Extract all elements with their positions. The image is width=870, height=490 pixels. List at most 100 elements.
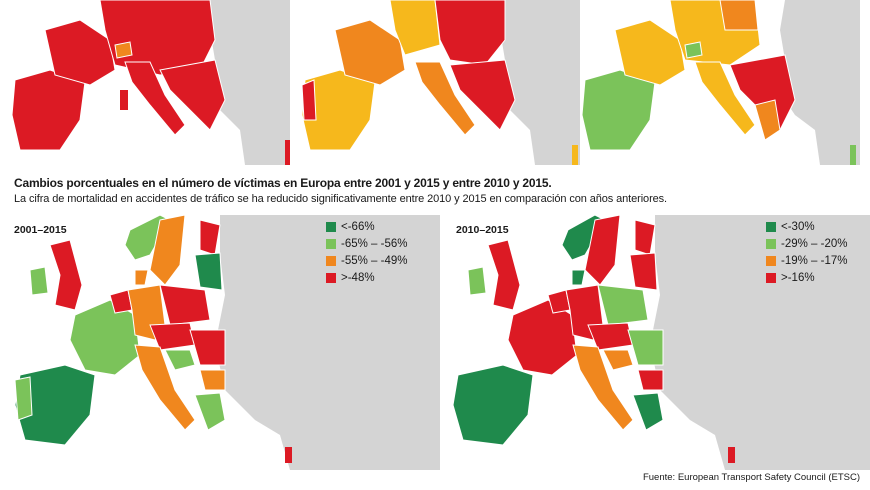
balkans: [449, 59, 516, 131]
france: [507, 299, 578, 376]
france: [334, 19, 406, 86]
france: [69, 299, 141, 376]
legend-item: -55% – -49%: [326, 252, 407, 269]
caption-title: Cambios porcentuales en el número de víc…: [14, 176, 552, 190]
legend-swatch: [766, 272, 776, 283]
legend-swatch: [326, 255, 336, 266]
finland: [199, 219, 221, 256]
map-2001-label: 2001–2015: [14, 224, 67, 236]
baltics: [194, 252, 223, 291]
legend-item: <-30%: [766, 218, 847, 235]
legend-label: -19% – -17%: [781, 254, 848, 267]
top-map-1-svg: [11, 0, 290, 165]
crete: [572, 145, 578, 165]
sardinia: [120, 90, 128, 110]
map-2010-label: 2010–2015: [456, 224, 509, 236]
legend-label: -65% – -56%: [341, 237, 408, 250]
finland: [634, 219, 656, 256]
map-2010-svg: [452, 215, 870, 470]
czech-austria: [587, 322, 634, 351]
crete: [850, 145, 856, 165]
baltics: [629, 252, 658, 291]
italy: [414, 61, 476, 136]
portugal: [301, 79, 317, 121]
map-2001-2015: [10, 215, 440, 470]
czech-austria: [149, 322, 196, 351]
italy: [124, 61, 186, 136]
france: [614, 19, 686, 86]
slovenia-croatia: [602, 349, 634, 371]
eastern-europe-nondata: [215, 215, 440, 470]
denmark: [571, 269, 586, 286]
eastern-europe-nondata: [780, 0, 860, 165]
top-map-2: [300, 0, 580, 165]
great-britain: [487, 239, 521, 311]
legend-item: -19% – -17%: [766, 252, 847, 269]
hungary-romania: [627, 329, 664, 366]
legend-label: -55% – -49%: [341, 254, 408, 267]
top-map-2-svg: [301, 0, 580, 165]
eastern-europe-nondata: [210, 0, 290, 165]
top-map-3: [580, 0, 860, 165]
legend-item: -65% – -56%: [326, 235, 407, 252]
hungary-romania: [189, 329, 226, 366]
legend-label: <-66%: [341, 220, 375, 233]
top-map-3-svg: [581, 0, 860, 165]
legend-item: >-48%: [326, 269, 407, 286]
poland: [719, 0, 759, 31]
legend-label: <-30%: [781, 220, 815, 233]
iberia: [581, 69, 656, 151]
central-west: [389, 0, 441, 56]
portugal: [14, 376, 33, 421]
bulgaria: [199, 369, 226, 391]
poland: [597, 284, 649, 326]
legend-swatch: [326, 272, 336, 283]
iberia: [11, 69, 86, 151]
central-east: [434, 0, 506, 66]
denmark: [134, 269, 149, 286]
map-2001-svg: [14, 215, 440, 470]
legend-item: <-66%: [326, 218, 407, 235]
france: [44, 19, 116, 86]
top-map-1: [10, 0, 290, 165]
legend-item: >-16%: [766, 269, 847, 286]
legend-swatch: [326, 221, 336, 232]
crete: [285, 140, 290, 165]
legend-2001: <-66% -65% – -56% -55% – -49% >-48%: [326, 218, 407, 286]
italy: [694, 61, 756, 136]
greece: [194, 392, 226, 431]
great-britain: [49, 239, 83, 311]
bulgaria: [637, 369, 664, 391]
eastern-europe-nondata: [500, 0, 580, 165]
greece: [632, 392, 664, 431]
legend-label: >-16%: [781, 271, 815, 284]
legend-item: -29% – -20%: [766, 235, 847, 252]
crete: [728, 447, 735, 463]
italy: [572, 344, 634, 431]
ireland: [29, 266, 49, 296]
greece: [754, 99, 781, 141]
map-2010-2015: [450, 215, 870, 470]
legend-swatch: [766, 221, 776, 232]
legend-swatch: [326, 238, 336, 249]
legend-swatch: [766, 255, 776, 266]
poland: [159, 284, 211, 326]
legend-label: -29% – -20%: [781, 237, 848, 250]
balkans: [159, 59, 226, 131]
iberia: [452, 364, 534, 446]
source-credit: Fuente: European Transport Safety Counci…: [642, 472, 860, 483]
iberia: [14, 364, 96, 446]
caption-subtitle: La cifra de mortalidad en accidentes de …: [14, 193, 668, 205]
ireland: [467, 266, 487, 296]
eastern-europe-nondata: [650, 215, 870, 470]
legend-label: >-48%: [341, 271, 375, 284]
crete: [285, 447, 292, 463]
switzerland: [114, 41, 133, 59]
sweden: [584, 215, 621, 286]
sweden: [149, 215, 186, 286]
legend-swatch: [766, 238, 776, 249]
italy: [134, 344, 196, 431]
switzerland: [684, 41, 703, 59]
slovenia-croatia: [164, 349, 196, 371]
legend-2010: <-30% -29% – -20% -19% – -17% >-16%: [766, 218, 847, 286]
